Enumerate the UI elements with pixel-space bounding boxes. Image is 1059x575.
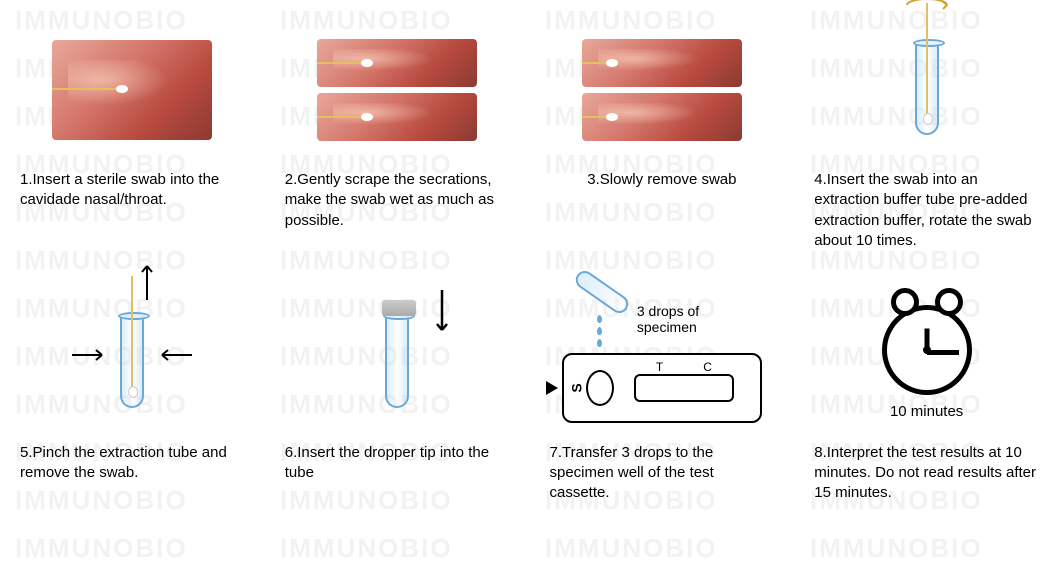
arrow-up-icon: [140, 258, 154, 303]
arrow-right-icon: [70, 348, 110, 362]
step-1-graphic: [22, 20, 242, 160]
step-4: 4.Insert the swab into an extraction buf…: [804, 20, 1049, 283]
t-label: T: [656, 360, 663, 374]
swab-icon: [131, 276, 133, 396]
anatomy-illustration: [582, 93, 742, 141]
rotate-arrow-icon: [902, 0, 952, 15]
test-cassette: S T C: [562, 353, 762, 423]
well-label: S: [569, 383, 585, 392]
result-window: T C: [634, 374, 734, 402]
step-6-graphic: [287, 293, 507, 433]
swab-icon: [317, 62, 367, 64]
step-2-graphic: [287, 20, 507, 160]
step-8-text: 8.Interpret the test results at 10 minut…: [804, 443, 1049, 504]
step-4-text: 4.Insert the swab into an extraction buf…: [804, 170, 1049, 251]
swab-icon: [926, 3, 928, 123]
anatomy-illustration: [317, 93, 477, 141]
swab-icon: [582, 62, 612, 64]
c-label: C: [703, 360, 712, 374]
extraction-tube: [120, 318, 144, 408]
clock-icon: [882, 305, 972, 395]
step-6-text: 6.Insert the dropper tip into the tube: [275, 443, 520, 484]
tube-rim: [913, 39, 945, 47]
anatomy-illustration: [52, 40, 212, 140]
drop-icon: [597, 327, 602, 335]
drop-icon: [597, 315, 602, 323]
step-2-text: 2.Gently scrape the secrations, make the…: [275, 170, 520, 231]
clock-center: [923, 346, 931, 354]
step-3: 3.Slowly remove swab: [540, 20, 785, 283]
step-5-text: 5.Pinch the extraction tube and remove t…: [10, 443, 255, 484]
tube-assembly: [385, 318, 409, 408]
swab-icon: [317, 116, 367, 118]
step-5: 5.Pinch the extraction tube and remove t…: [10, 293, 255, 556]
step-5-graphic: [22, 293, 242, 433]
steps-grid: 1.Insert a sterile swab into the cavidad…: [0, 0, 1059, 575]
swab-icon: [52, 88, 122, 90]
swab-icon: [582, 116, 612, 118]
anatomy-stack: [317, 39, 477, 141]
step-2: 2.Gently scrape the secrations, make the…: [275, 20, 520, 283]
step-1-text: 1.Insert a sterile swab into the cavidad…: [10, 170, 255, 211]
step-7-graphic: 3 drops of specimen S T C: [552, 293, 772, 433]
anatomy-illustration: [317, 39, 477, 87]
extraction-tube: [385, 318, 409, 408]
step-7: 3 drops of specimen S T C 7.Transfer 3 d…: [540, 293, 785, 556]
step-3-graphic: [552, 20, 772, 160]
arrow-down-icon: [435, 288, 449, 338]
triangle-icon: [546, 381, 558, 395]
step-6: 6.Insert the dropper tip into the tube: [275, 293, 520, 556]
minute-hand: [927, 350, 959, 355]
tube-assembly: [915, 45, 939, 135]
dropper-cap: [382, 300, 416, 316]
specimen-well: [586, 370, 614, 406]
clock-assembly: 10 minutes: [882, 305, 972, 420]
arrow-left-icon: [154, 348, 194, 362]
tube-assembly: [120, 318, 144, 408]
step-4-graphic: [817, 20, 1037, 160]
clock-label: 10 minutes: [882, 403, 972, 420]
step-8-graphic: 10 minutes: [817, 293, 1037, 433]
step-7-text: 7.Transfer 3 drops to the specimen well …: [540, 443, 785, 504]
step-1: 1.Insert a sterile swab into the cavidad…: [10, 20, 255, 283]
extraction-tube: [915, 45, 939, 135]
cassette-assembly: 3 drops of specimen S T C: [562, 353, 762, 423]
step-3-text: 3.Slowly remove swab: [540, 170, 785, 190]
anatomy-stack: [582, 39, 742, 141]
drops-label: 3 drops of specimen: [637, 303, 762, 335]
step-8: 10 minutes 8.Interpret the test results …: [804, 293, 1049, 556]
anatomy-illustration: [582, 39, 742, 87]
tube-rim: [118, 312, 150, 320]
drop-icon: [597, 339, 602, 347]
